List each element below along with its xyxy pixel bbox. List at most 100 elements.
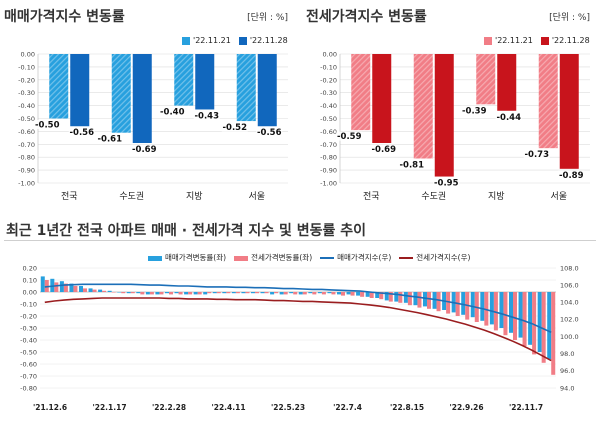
data-label-bg — [34, 120, 61, 129]
y-right-tick-label: 102.0 — [560, 316, 579, 324]
y-left-tick-label: -0.20 — [20, 312, 37, 320]
bar — [195, 54, 215, 110]
x-tick-label: '22.1.17 — [92, 403, 126, 412]
bar — [69, 283, 74, 292]
data-label: -0.89 — [559, 171, 584, 181]
bar — [169, 292, 174, 295]
legend-swatch — [182, 36, 190, 45]
x-tick-label: '22.7.4 — [333, 403, 362, 412]
data-label: -0.56 — [257, 128, 282, 138]
bar — [241, 292, 246, 294]
bar — [413, 292, 418, 306]
legend-label: 매매가격지수(우) — [337, 253, 392, 262]
bar — [388, 292, 393, 302]
bar — [532, 292, 537, 355]
y-right-tick-label: 96.0 — [560, 367, 574, 375]
data-label-bg — [523, 149, 550, 159]
trend-panel: 최근 1년간 전국 아파트 매매 · 전세가격 지수 및 변동률 추이 매매가격… — [4, 218, 596, 426]
bar — [484, 292, 489, 326]
y-tick-label: -0.80 — [18, 154, 35, 162]
bar — [216, 292, 221, 294]
bar — [537, 292, 542, 352]
bar — [257, 54, 277, 127]
trend-panel-title: 최근 1년간 전국 아파트 매매 · 전세가격 지수 및 변동률 추이 — [6, 223, 367, 239]
bar — [547, 292, 552, 360]
data-label: -0.39 — [462, 106, 487, 116]
bar — [236, 54, 256, 122]
bar — [417, 292, 422, 308]
y-tick-label: -0.70 — [320, 141, 337, 149]
bar — [117, 292, 122, 293]
bar — [63, 283, 68, 292]
legend-item: 전세가격지수(우) — [399, 252, 470, 263]
bar — [231, 292, 236, 294]
data-label: -0.69 — [372, 145, 397, 155]
data-label-bg — [193, 110, 220, 120]
bar — [403, 292, 408, 303]
bar — [356, 292, 361, 296]
y-left-tick-label: -0.30 — [20, 324, 37, 332]
x-tick-label: 서울 — [248, 191, 265, 202]
bar — [88, 288, 93, 292]
bar — [188, 292, 193, 295]
y-tick-label: -0.40 — [320, 102, 337, 110]
data-label: -0.44 — [497, 113, 522, 123]
y-right-tick-label: 104.0 — [560, 299, 579, 307]
data-label-bg — [96, 134, 123, 144]
y-left-tick-label: 0.00 — [23, 288, 37, 296]
bar — [551, 292, 556, 375]
data-label-bg — [336, 131, 363, 141]
y-tick-label: -0.40 — [18, 102, 35, 110]
bar — [279, 292, 284, 295]
legend-swatch — [540, 36, 549, 45]
bar — [298, 292, 303, 295]
data-label: -0.43 — [195, 111, 220, 121]
sale-change-panel: 매매가격지수 변동률 [단위 : %] '22.11.21 '22.11.28 … — [4, 6, 294, 206]
x-tick-label: 전국 — [363, 191, 380, 202]
bar — [197, 292, 202, 295]
data-label: -0.95 — [434, 179, 459, 189]
bar — [136, 292, 141, 294]
bar — [493, 292, 498, 331]
bar — [73, 286, 78, 292]
bar — [121, 292, 126, 294]
y-right-tick-label: 98.0 — [560, 350, 574, 358]
bar — [130, 292, 135, 294]
x-tick-label: '22.5.23 — [271, 403, 305, 412]
bar — [184, 292, 189, 295]
x-tick-label: '22.9.26 — [449, 403, 483, 412]
y-right-tick-label: 106.0 — [560, 281, 579, 289]
bar — [480, 292, 485, 321]
trend-combo-chart: 0.20 0.10 0.00 -0.10 -0.20 -0.30 -0.40 -0.50 -0.… — [20, 264, 579, 412]
y-left-tick-label: -0.50 — [20, 348, 37, 356]
bar — [317, 292, 322, 294]
bar — [522, 292, 527, 346]
legend-swatch — [148, 255, 162, 261]
data-label-bg — [68, 127, 95, 137]
bar — [111, 292, 116, 293]
bar — [422, 292, 427, 307]
bar — [49, 54, 69, 119]
bar — [255, 292, 260, 294]
bar — [336, 292, 341, 295]
data-label-bg — [256, 127, 283, 137]
data-label: -0.56 — [70, 128, 95, 138]
bar — [78, 286, 83, 292]
bar — [250, 292, 255, 294]
data-label-bg — [131, 144, 158, 154]
y-tick-label: -0.30 — [18, 89, 35, 97]
bar — [193, 292, 198, 295]
data-label-bg — [433, 178, 460, 188]
jeonse-panel-title: 전세가격지수 변동률 — [306, 9, 427, 25]
y-tick-label: -0.70 — [18, 141, 35, 149]
bar — [369, 292, 374, 298]
y-tick-label: -0.80 — [320, 154, 337, 162]
bar — [155, 292, 160, 295]
bar — [541, 292, 546, 363]
bar — [98, 289, 103, 292]
bar — [212, 292, 217, 294]
bar — [70, 54, 90, 127]
y-left-tick-label: -0.40 — [20, 336, 37, 344]
bar — [407, 292, 412, 306]
y-left-tick-label: -0.60 — [20, 360, 37, 368]
